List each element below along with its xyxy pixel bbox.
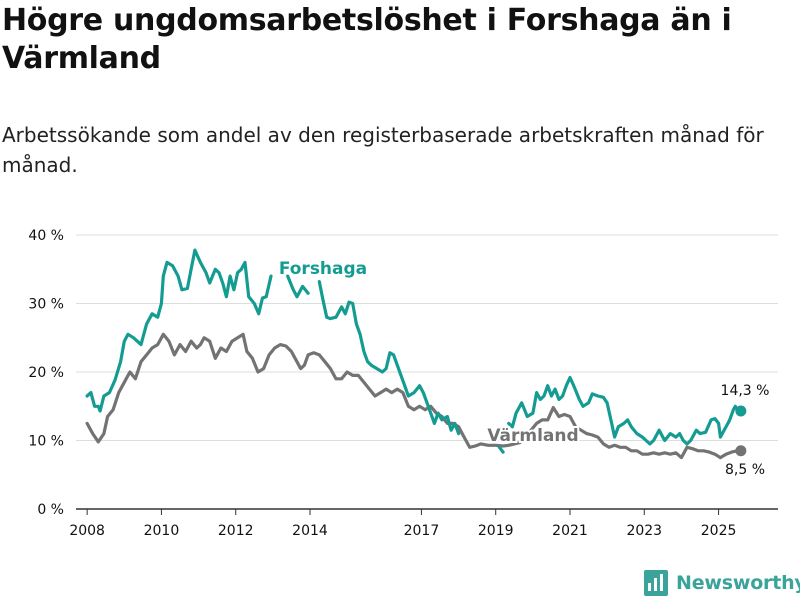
x-tick-label: 2019 (478, 523, 514, 539)
series-lines (85, 248, 747, 460)
y-tick-label: 40 % (28, 228, 64, 244)
series-labels: Forshaga Värmland 14,3 % 8,5 % (277, 257, 770, 478)
x-tick-label: 2012 (218, 523, 254, 539)
series-label-forshaga: Forshaga (279, 259, 367, 279)
end-point-forshaga (735, 405, 747, 417)
y-axis: 0 % 10 % 20 % 30 % 40 % (28, 228, 64, 518)
y-tick-label: 30 % (28, 297, 64, 313)
x-tick-label: 2023 (626, 523, 662, 539)
chart-subtitle: Arbetssökande som andel av den registerb… (2, 123, 764, 177)
x-axis: 2008 2010 2012 2014 2017 2019 2021 2023 2025 (69, 509, 736, 539)
series-label-varmland: Värmland (487, 426, 578, 446)
y-tick-label: 0 % (37, 502, 64, 518)
newsworthy-logo-icon (644, 570, 668, 596)
x-tick-label: 2008 (69, 523, 105, 539)
chart-title: Högre ungdomsarbetslöshet i Forshaga än … (2, 3, 732, 76)
end-value-label-forshaga: 14,3 % (721, 383, 770, 399)
x-tick-label: 2014 (292, 523, 328, 539)
gridlines (76, 234, 778, 510)
x-tick-label: 2017 (404, 523, 440, 539)
line-chart: 0 % 10 % 20 % 30 % 40 % 2008 2010 2012 2014 2017… (28, 228, 778, 539)
x-tick-label: 2010 (144, 523, 180, 539)
x-tick-label: 2025 (701, 523, 737, 539)
y-tick-label: 20 % (28, 365, 64, 381)
newsworthy-brand-name: Newsworthy (676, 572, 800, 594)
end-value-label-varmland: 8,5 % (725, 462, 765, 478)
series-line-varmland (85, 332, 743, 460)
x-tick-label: 2021 (552, 523, 588, 539)
newsworthy-brand[interactable]: Newsworthy (644, 566, 800, 600)
y-tick-label: 10 % (28, 434, 64, 450)
series-line-forshaga (85, 248, 743, 454)
end-point-varmland (735, 445, 747, 457)
